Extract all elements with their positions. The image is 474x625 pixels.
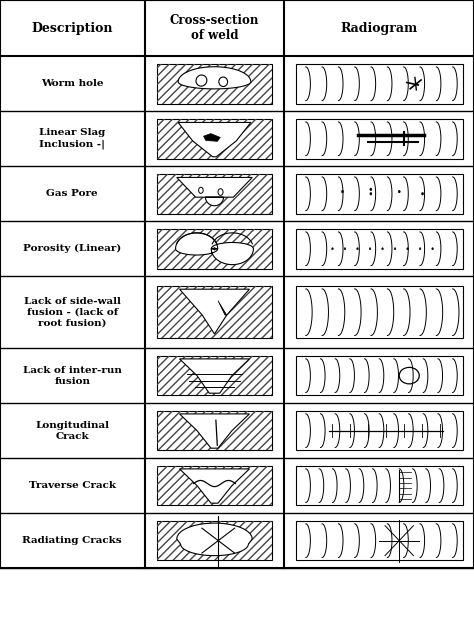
Polygon shape [178, 122, 251, 157]
Bar [296, 286, 463, 338]
Bar [157, 466, 272, 506]
Polygon shape [180, 289, 249, 334]
Polygon shape [177, 523, 252, 556]
Text: Traverse Crack: Traverse Crack [29, 481, 116, 490]
Bar [157, 521, 272, 561]
Bar [157, 64, 272, 104]
Text: Longitudinal
Crack: Longitudinal Crack [35, 421, 109, 441]
Text: Cross-section
of weld: Cross-section of weld [170, 14, 259, 42]
Circle shape [344, 248, 346, 250]
Bar [157, 64, 272, 104]
Text: Worm hole: Worm hole [41, 79, 103, 88]
Polygon shape [180, 469, 249, 503]
Text: Radiogram: Radiogram [341, 22, 418, 34]
Bar [157, 356, 272, 396]
Text: Lack of side-wall
fusion - (lack of
root fusion): Lack of side-wall fusion - (lack of root… [24, 297, 121, 328]
Bar [296, 174, 463, 214]
Circle shape [341, 190, 344, 193]
Polygon shape [218, 301, 227, 315]
Circle shape [398, 190, 400, 193]
Circle shape [356, 248, 358, 250]
Bar [296, 64, 463, 104]
Circle shape [419, 248, 421, 250]
Polygon shape [203, 134, 220, 141]
Text: Lack of inter-run
fusion: Lack of inter-run fusion [23, 366, 122, 386]
Bar [157, 174, 272, 214]
Bar [157, 119, 272, 159]
Text: Gas Pore: Gas Pore [46, 189, 98, 198]
Bar [157, 356, 272, 396]
Bar [157, 286, 272, 338]
Bar [157, 411, 272, 451]
Circle shape [421, 192, 424, 195]
Circle shape [213, 248, 216, 250]
Bar [157, 411, 272, 451]
Polygon shape [180, 359, 249, 393]
Bar [157, 521, 272, 561]
Bar [296, 521, 463, 561]
Bar [296, 356, 463, 396]
Bar [296, 466, 463, 506]
Circle shape [407, 248, 409, 250]
Bar [296, 411, 463, 451]
Bar [157, 119, 272, 159]
Text: Porosity (Linear): Porosity (Linear) [23, 244, 121, 253]
Circle shape [370, 188, 372, 191]
Circle shape [432, 248, 433, 250]
Circle shape [199, 188, 203, 193]
Bar [157, 229, 272, 269]
Bar [157, 174, 272, 214]
Bar [157, 466, 272, 506]
Circle shape [218, 189, 223, 196]
Circle shape [369, 248, 371, 250]
Ellipse shape [219, 77, 228, 86]
Text: Radiating Cracks: Radiating Cracks [22, 536, 122, 545]
Circle shape [370, 192, 372, 195]
Polygon shape [178, 67, 251, 89]
Bar [157, 286, 272, 338]
Circle shape [382, 248, 383, 250]
Bar [157, 229, 272, 269]
Ellipse shape [196, 75, 207, 86]
Polygon shape [180, 414, 249, 448]
Polygon shape [177, 177, 252, 206]
Polygon shape [175, 233, 254, 264]
Text: Linear Slag
Inclusion -|: Linear Slag Inclusion -| [39, 129, 105, 149]
Bar [296, 119, 463, 159]
Bar [296, 229, 463, 269]
Circle shape [394, 248, 396, 250]
Text: Description: Description [32, 22, 113, 34]
Circle shape [332, 248, 333, 250]
